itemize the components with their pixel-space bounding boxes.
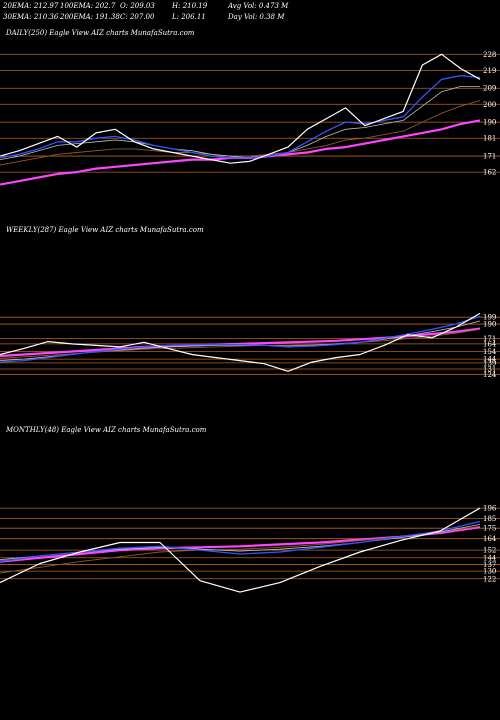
weekly-y-tick-label: 171 [483, 335, 496, 343]
header-20ema: 20EMA: 212.97 [2, 2, 59, 10]
daily-y-tick-label: 190 [483, 119, 496, 127]
daily-price-line [0, 53, 481, 164]
daily-y-tick-label: 209 [483, 85, 496, 93]
weekly-y-tick-label: 144 [483, 356, 497, 364]
monthly-ema-200-line [0, 526, 481, 563]
header-30ema: 30EMA: 210.36 [3, 13, 59, 21]
daily-y-tick-label: 171 [483, 153, 496, 161]
daily-ema-mid-line [0, 86, 480, 160]
weekly-y-tick-label: 199 [483, 314, 496, 322]
header-day-vol: Day Vol: 0.38 M [227, 13, 285, 21]
weekly-ema-short-line [0, 315, 481, 363]
monthly-y-tick-label: 144 [483, 554, 497, 562]
daily-panel-title: DAILY(250) Eagle View AIZ charts MunafaS… [5, 29, 195, 37]
header-low: L: 206.11 [171, 13, 206, 21]
header-100ema: 100EMA: 202.7 [60, 2, 116, 10]
weekly-y-tick-label: 124 [483, 371, 497, 379]
monthly-y-tick-label: 130 [483, 568, 496, 576]
monthly-y-tick-label: 122 [483, 575, 496, 583]
weekly-panel-title: WEEKLY(287) Eagle View AIZ charts Munafa… [6, 226, 204, 234]
daily-y-tick-label: 162 [483, 169, 496, 177]
weekly-y-tick-label: 131 [483, 366, 496, 374]
daily-y-tick-label: 200 [483, 101, 496, 109]
daily-y-tick-label: 228 [483, 51, 496, 59]
weekly-y-tick-label: 164 [483, 340, 497, 348]
monthly-price-line [0, 507, 481, 593]
monthly-y-tick-label: 152 [483, 547, 496, 555]
weekly-ema-200-line [0, 327, 481, 358]
monthly-y-tick-label: 196 [483, 505, 497, 513]
weekly-price-line [0, 312, 481, 372]
header-high: H: 210.19 [171, 2, 208, 10]
daily-y-tick-label: 219 [483, 67, 496, 75]
monthly-y-tick-label: 185 [483, 515, 496, 523]
monthly-y-tick-label: 137 [483, 561, 496, 569]
header-close: C: 207.00 [120, 13, 155, 21]
daily-ema-long-line [0, 100, 481, 166]
daily-panel: 228 219 209 200 190 181 171 162 [0, 51, 500, 186]
header-200ema: 200EMA: 191.38 [59, 13, 120, 21]
header-avg-vol: Avg Vol: 0.473 M [227, 2, 289, 10]
header-open: O: 209.03 [120, 2, 155, 10]
weekly-y-tick-label: 154 [483, 348, 497, 356]
weekly-y-tick-label: 139 [483, 359, 496, 367]
daily-ema-short-line [0, 75, 481, 159]
monthly-panel-title: MONTHLY(48) Eagle View AIZ charts Munafa… [5, 426, 207, 434]
monthly-ema-long-line [0, 525, 481, 574]
daily-y-tick-label: 181 [483, 135, 496, 143]
monthly-y-tick-label: 164 [483, 535, 497, 543]
weekly-y-tick-label: 190 [483, 321, 496, 329]
monthly-y-tick-label: 175 [483, 525, 496, 533]
